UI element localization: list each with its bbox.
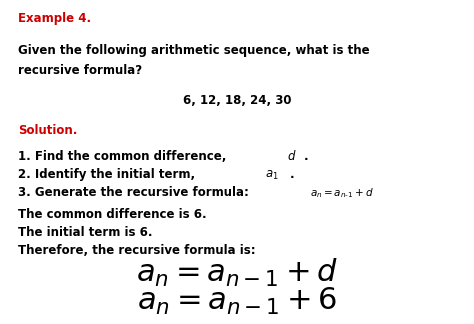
Text: $d$: $d$	[287, 149, 297, 163]
Text: Example 4.: Example 4.	[18, 12, 91, 25]
Text: .: .	[290, 168, 295, 181]
Text: $a_n = a_{n-1} + d$: $a_n = a_{n-1} + d$	[136, 257, 338, 289]
Text: recursive formula?: recursive formula?	[18, 64, 142, 77]
Text: The common difference is 6.: The common difference is 6.	[18, 208, 207, 221]
Text: .: .	[304, 150, 309, 163]
Text: 2. Identify the initial term,: 2. Identify the initial term,	[18, 168, 199, 181]
Text: 3. Generate the recursive formula:: 3. Generate the recursive formula:	[18, 186, 253, 199]
Text: 1. Find the common difference,: 1. Find the common difference,	[18, 150, 230, 163]
Text: 6, 12, 18, 24, 30: 6, 12, 18, 24, 30	[183, 94, 291, 107]
Text: The initial term is 6.: The initial term is 6.	[18, 226, 153, 239]
Text: $a_1$: $a_1$	[265, 169, 279, 182]
Text: $a_n = a_{n-1} + 6$: $a_n = a_{n-1} + 6$	[137, 286, 337, 317]
Text: Therefore, the recursive formula is:: Therefore, the recursive formula is:	[18, 244, 255, 257]
Text: Solution.: Solution.	[18, 124, 77, 137]
Text: $a_n = a_{n\text{-}1} + d$: $a_n = a_{n\text{-}1} + d$	[310, 186, 374, 200]
Text: Given the following arithmetic sequence, what is the: Given the following arithmetic sequence,…	[18, 44, 370, 57]
